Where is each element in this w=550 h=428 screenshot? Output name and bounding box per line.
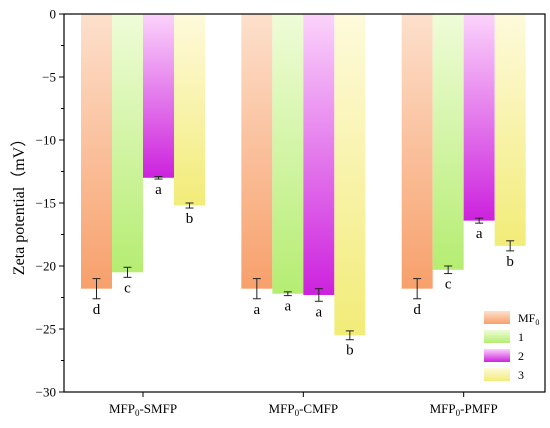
legend-label: 1 — [518, 330, 524, 344]
significance-letter: d — [93, 302, 101, 318]
significance-letter: a — [253, 302, 260, 318]
legend-item: 3 — [484, 368, 524, 382]
y-tick-label: −15 — [36, 196, 56, 211]
bar-4-group-1 — [174, 14, 205, 206]
bar-1-group-3 — [401, 14, 433, 289]
significance-letter: a — [315, 304, 322, 320]
bar-2-group-1 — [112, 14, 143, 273]
error-bar — [444, 265, 453, 275]
error-bar — [283, 291, 292, 297]
legend-item: 2 — [484, 349, 524, 363]
bars-layer — [81, 14, 526, 336]
significance-letter: a — [476, 226, 483, 242]
error-bar — [345, 330, 354, 341]
y-tick-label: −5 — [42, 70, 56, 85]
significance-letter: b — [506, 254, 514, 270]
error-bar — [252, 278, 261, 300]
y-tick-label: −30 — [36, 385, 56, 400]
error-bar — [413, 278, 422, 300]
bar-1-group-1 — [81, 14, 112, 289]
legend-label: 2 — [518, 349, 524, 363]
y-tick-label: 0 — [50, 7, 57, 22]
error-bars-layer — [92, 176, 515, 341]
error-bar — [506, 240, 515, 252]
bar-3-group-2 — [303, 14, 335, 295]
significance-letter: b — [346, 343, 354, 359]
significance-letter: b — [186, 211, 194, 227]
significance-letter: d — [413, 302, 421, 318]
x-category-label: MFP0-SMFP — [109, 401, 177, 418]
axes-layer: 0 −5 −10 −15 −20 −25 −30 MFP0-SMFP MFP0-CMFP MFP0… — [10, 7, 546, 418]
legend-label: 3 — [518, 368, 524, 382]
error-bar — [154, 176, 163, 180]
legend-label: MF0 — [518, 311, 539, 327]
error-bar — [185, 202, 194, 209]
significance-letter: c — [445, 277, 452, 293]
bar-1-group-2 — [241, 14, 273, 289]
error-bar — [475, 217, 484, 224]
bar-3-group-3 — [463, 14, 495, 221]
error-bar — [92, 278, 101, 300]
significance-letter: a — [284, 299, 291, 315]
legend-item: 1 — [484, 330, 524, 344]
legend-item: MF0 — [484, 311, 539, 327]
bar-3-group-1 — [143, 14, 174, 178]
significance-letter: a — [155, 182, 162, 198]
bar-2-group-3 — [432, 14, 464, 270]
y-tick-label: −20 — [36, 259, 56, 274]
x-category-label: MFP0-PMFP — [430, 401, 498, 418]
error-bar — [123, 266, 132, 278]
bar-4-group-2 — [334, 14, 366, 336]
significance-letters-layer: d c a b a a a b d c a b — [93, 182, 514, 359]
y-tick-label: −25 — [36, 322, 56, 337]
y-tick-label: −10 — [36, 133, 56, 148]
y-axis-title: Zeta potential（mV） — [10, 131, 28, 275]
legend-swatch — [484, 368, 510, 381]
legend: MF0 1 2 3 — [484, 311, 539, 382]
x-category-label: MFP0-CMFP — [269, 401, 339, 418]
bar-4-group-3 — [494, 14, 526, 246]
legend-swatch — [484, 330, 510, 343]
legend-swatch — [484, 349, 510, 362]
legend-swatch — [484, 311, 510, 324]
significance-letter: c — [124, 280, 131, 296]
error-bar — [314, 288, 323, 302]
bar-2-group-2 — [272, 14, 304, 294]
